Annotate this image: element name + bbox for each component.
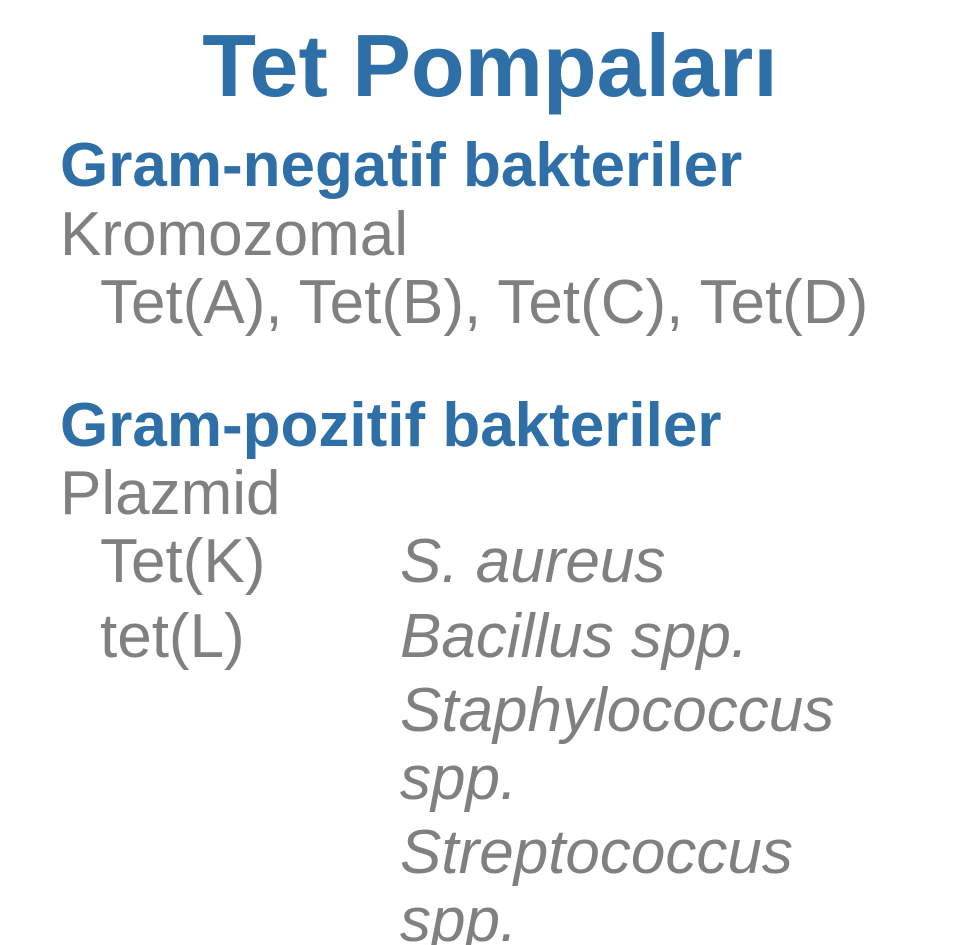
row-right: Bacillus spp.	[400, 603, 920, 671]
section1-line2: Tet(A), Tet(B), Tet(C), Tet(D)	[60, 269, 920, 337]
row-right: S. aureus	[400, 528, 920, 596]
section2-row: Tet(K) S. aureus	[60, 528, 920, 596]
section2-row: Staphylococcus spp.	[60, 677, 920, 813]
section2-row: tet(L) Bacillus spp.	[60, 603, 920, 671]
section1-line1: Kromozomal	[60, 201, 920, 269]
slide-title: Tet Pompaları	[60, 20, 920, 112]
row-left: Tet(K)	[100, 528, 400, 596]
section2-row: Streptococcus spp.	[60, 819, 920, 945]
row-right: Streptococcus spp.	[400, 819, 920, 945]
row-right: Staphylococcus spp.	[400, 677, 920, 813]
section1-heading: Gram-negatif bakteriler	[60, 132, 920, 200]
section2-heading: Gram-pozitif bakteriler	[60, 392, 920, 460]
section-spacer	[60, 337, 920, 392]
row-left: tet(L)	[100, 603, 400, 671]
section2-line1: Plazmid	[60, 460, 920, 528]
